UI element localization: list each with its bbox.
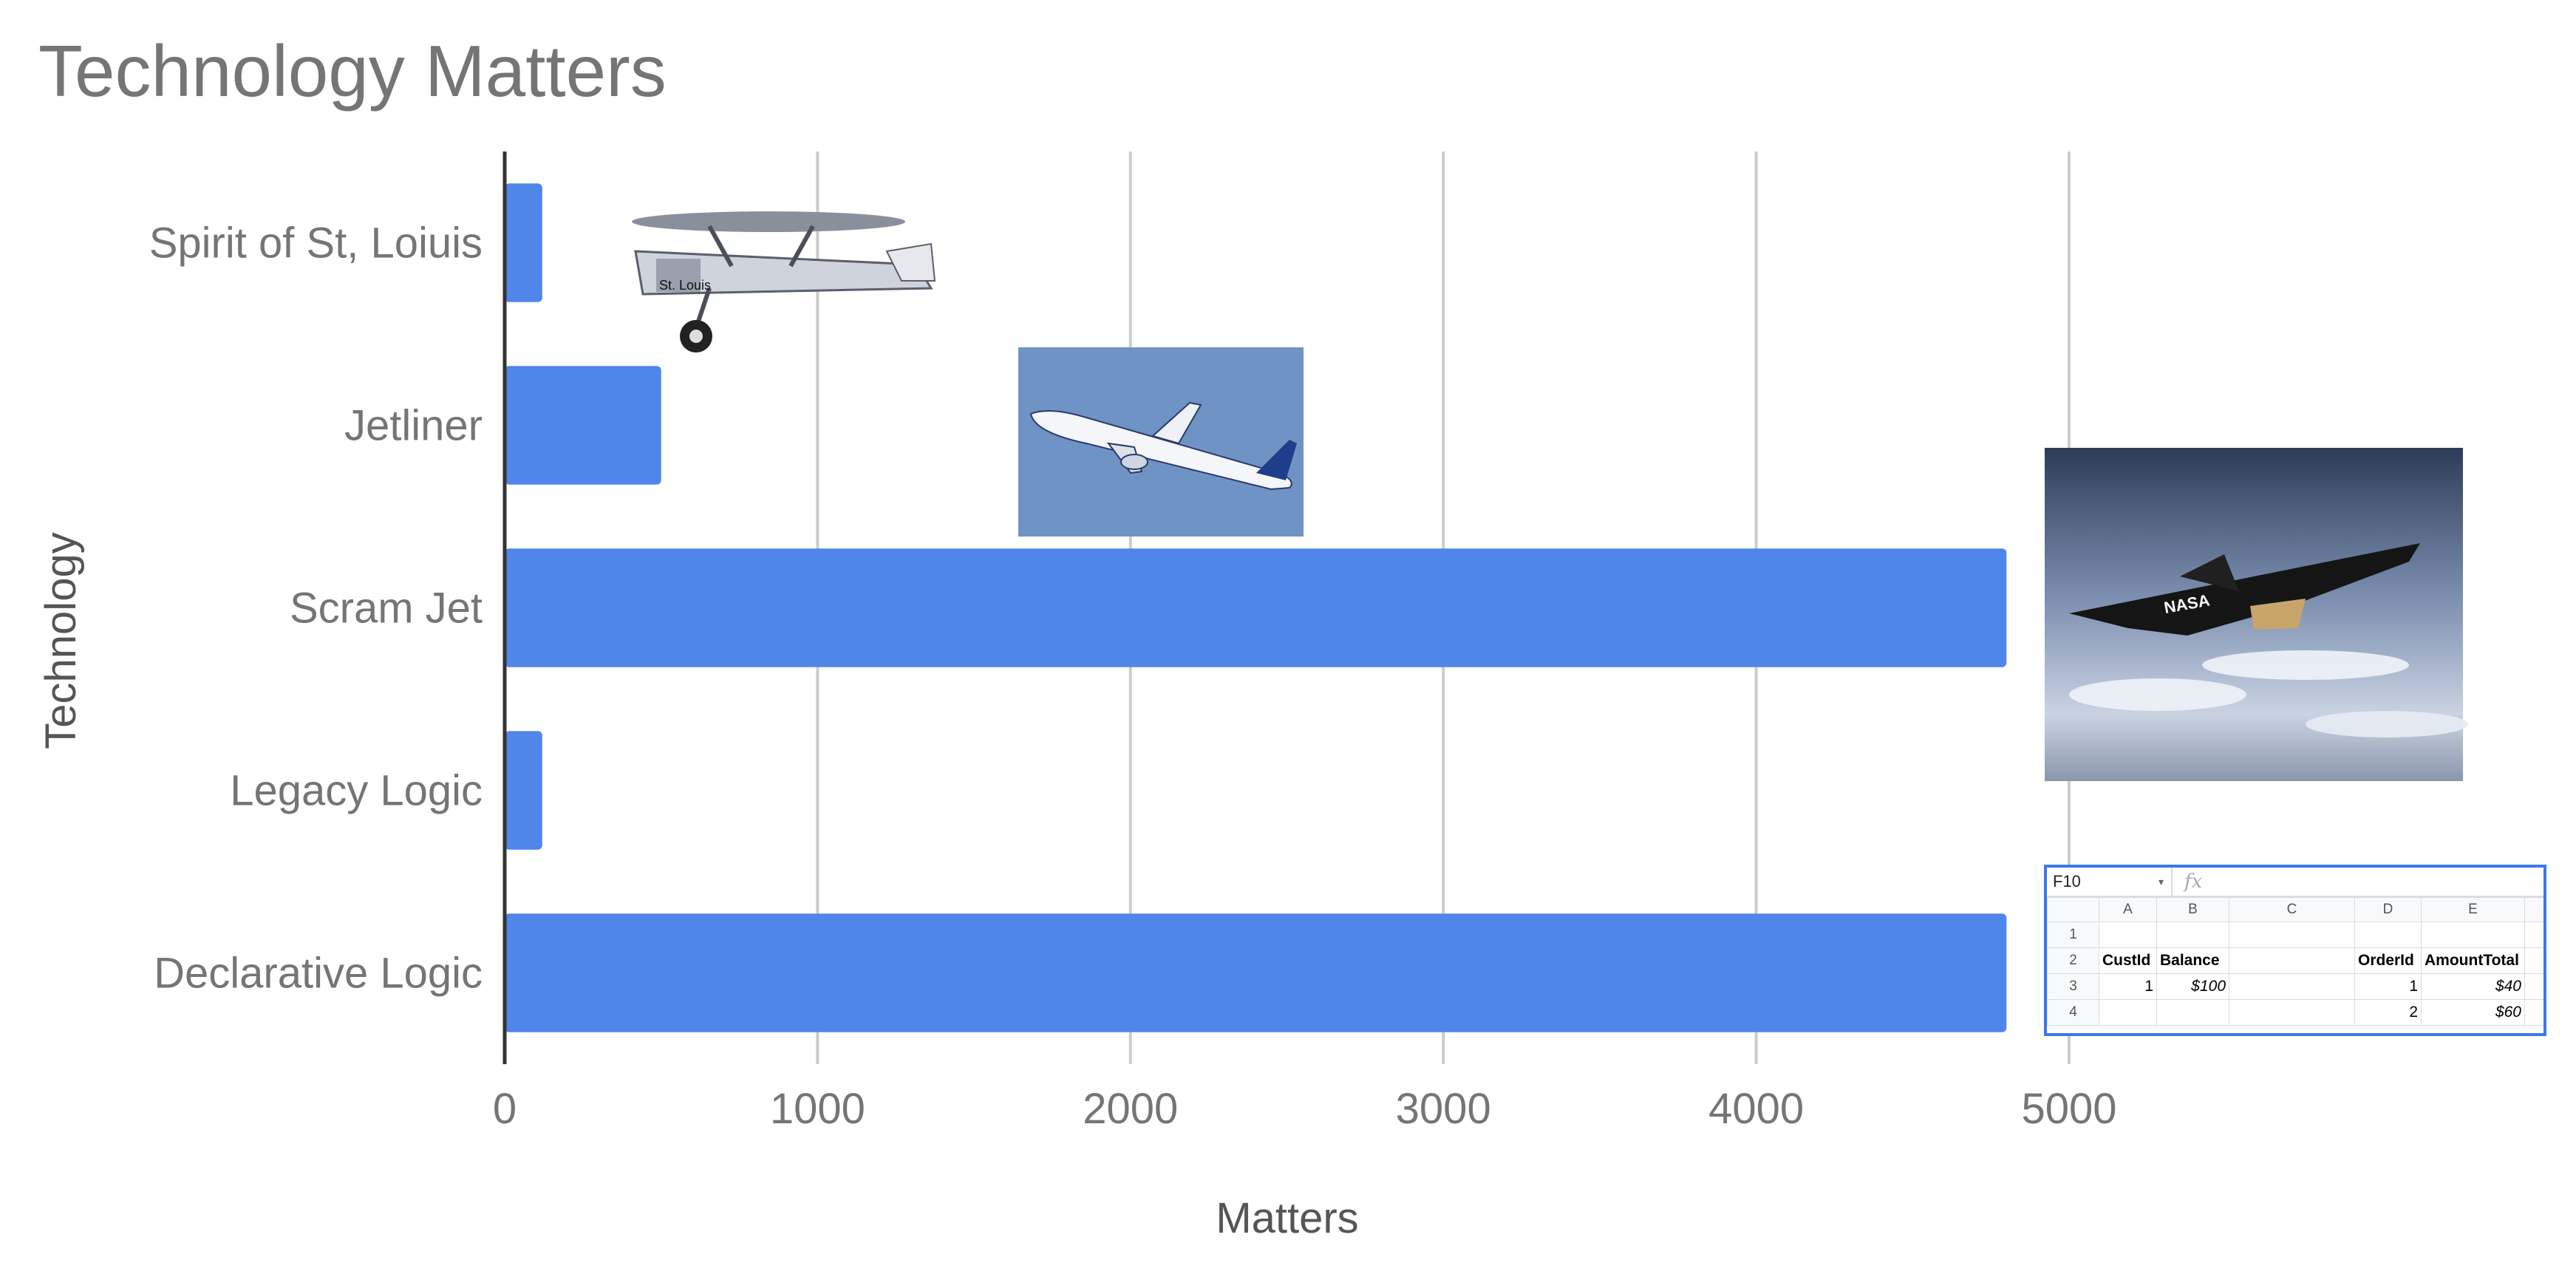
cell <box>2354 922 2422 948</box>
category-label: Scram Jet <box>290 585 483 633</box>
spreadsheet-thumbnail: F10 ▾ fx A B C D E <box>2044 865 2546 1036</box>
y-axis-title: Technology <box>37 532 85 749</box>
category-label: Jetliner <box>344 402 483 450</box>
x-axis-title: Matters <box>1216 1194 1358 1242</box>
cell: OrderId <box>2354 947 2422 974</box>
cell-spare <box>2524 947 2543 974</box>
bar <box>505 731 542 850</box>
column-header: D <box>2354 897 2422 922</box>
cell-spare <box>2524 973 2543 1000</box>
cell-spare <box>2524 922 2543 948</box>
sheet-grid: A B C D E 1 2 CustId Balance <box>2047 897 2543 1026</box>
column-header: B <box>2156 897 2229 922</box>
scramjet-image: NASA <box>2045 448 2468 781</box>
cell <box>2099 922 2157 948</box>
bar <box>505 913 2007 1032</box>
cell: 2 <box>2354 999 2422 1026</box>
category-label: Legacy Logic <box>230 767 483 815</box>
category-labels: Spirit of St, Loiuis Jetliner Scram Jet Leg… <box>149 219 483 998</box>
bar <box>505 183 542 302</box>
table-row: 3 1 $100 1 $40 <box>2047 973 2543 1000</box>
table-row: 1 <box>2047 922 2543 948</box>
x-tick-labels: 0 1000 2000 3000 4000 5000 <box>493 1085 2117 1133</box>
cell-reference: F10 ▾ <box>2047 868 2173 896</box>
bar <box>505 366 661 485</box>
column-header-row: A B C D E <box>2047 897 2543 922</box>
cell: $40 <box>2421 973 2525 1000</box>
cell-spare <box>2524 999 2543 1026</box>
row-number: 1 <box>2047 922 2099 948</box>
cell <box>2229 922 2355 948</box>
x-tick-label: 5000 <box>2021 1085 2116 1133</box>
column-header: E <box>2421 897 2525 922</box>
cell-reference-text: F10 <box>2053 872 2081 891</box>
x-tick-label: 0 <box>493 1085 517 1133</box>
cell: Balance <box>2156 947 2229 974</box>
cell <box>2156 999 2229 1026</box>
bars <box>505 183 2007 1032</box>
cell: 1 <box>2099 973 2157 1000</box>
x-tick-label: 2000 <box>1083 1085 1178 1133</box>
x-tick-label: 1000 <box>770 1085 865 1133</box>
cell: CustId <box>2099 947 2157 974</box>
caret-down-icon: ▾ <box>2158 875 2164 888</box>
cell: 1 <box>2354 973 2422 1000</box>
cell <box>2229 947 2355 974</box>
category-label: Spirit of St, Loiuis <box>149 219 483 268</box>
x-tick-label: 3000 <box>1396 1085 1491 1133</box>
column-header: C <box>2229 897 2355 922</box>
row-number: 4 <box>2047 999 2099 1026</box>
cell: $60 <box>2421 999 2525 1026</box>
cell <box>2156 922 2229 948</box>
cell <box>2229 973 2355 1000</box>
cell <box>2229 999 2355 1026</box>
jetliner-image <box>1018 347 1304 537</box>
cell: $100 <box>2156 973 2229 1000</box>
row-number: 3 <box>2047 973 2099 1000</box>
category-label: Declarative Logic <box>154 950 483 998</box>
fx-icon: fx <box>2184 871 2203 893</box>
cell: AmountTotal <box>2421 947 2525 974</box>
column-header-spare <box>2524 897 2543 922</box>
x-tick-label: 4000 <box>1708 1085 1804 1133</box>
corner-cell <box>2047 897 2099 922</box>
formula-bar: F10 ▾ fx <box>2047 868 2543 897</box>
table-row: 2 CustId Balance OrderId AmountTotal <box>2047 947 2543 974</box>
cell <box>2421 922 2525 948</box>
biplane-lettering: St. Louis <box>659 278 711 293</box>
cell <box>2099 999 2157 1026</box>
bar <box>505 548 2007 667</box>
table-row: 4 2 $60 <box>2047 999 2543 1026</box>
chart-title: Technology Matters <box>38 30 667 112</box>
column-header: A <box>2099 897 2157 922</box>
biplane-image: St. Louis <box>632 211 936 353</box>
row-number: 2 <box>2047 947 2099 974</box>
